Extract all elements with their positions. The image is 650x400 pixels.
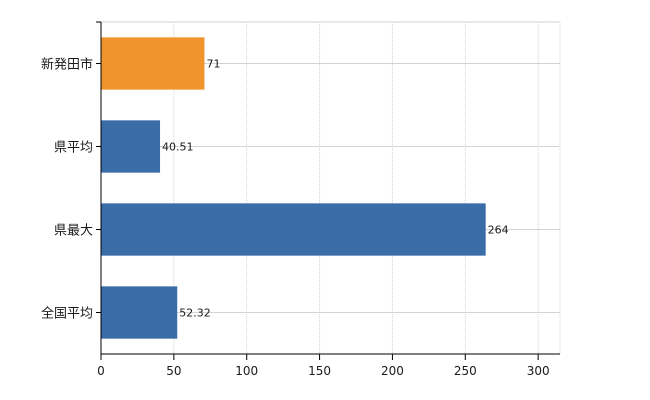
category-label: 全国平均 — [41, 306, 93, 322]
gridlines — [101, 21, 561, 354]
x-tick-label: 200 — [381, 364, 404, 378]
bars — [101, 37, 486, 339]
category-label: 新発田市 — [41, 57, 93, 73]
data-label: 264 — [488, 224, 509, 237]
data-label: 71 — [206, 58, 220, 71]
bar — [101, 37, 205, 90]
x-axis-ticks: 0 50 100 150 200 250 300 — [97, 354, 550, 378]
data-label: 52.32 — [179, 307, 211, 320]
bar — [101, 203, 486, 256]
bar — [101, 286, 178, 339]
data-labels: 71 40.51 264 52.32 — [162, 58, 509, 320]
x-tick-label: 150 — [308, 364, 331, 378]
data-label: 40.51 — [162, 141, 194, 154]
category-label: 県平均 — [54, 141, 93, 156]
x-tick-label: 300 — [527, 364, 550, 378]
category-label: 県最大 — [54, 224, 93, 239]
x-tick-label: 0 — [97, 364, 105, 378]
x-tick-label: 250 — [454, 364, 477, 378]
axes — [100, 22, 560, 355]
x-tick-label: 100 — [235, 364, 258, 378]
x-tick-label: 50 — [166, 364, 181, 378]
bar — [101, 120, 161, 173]
